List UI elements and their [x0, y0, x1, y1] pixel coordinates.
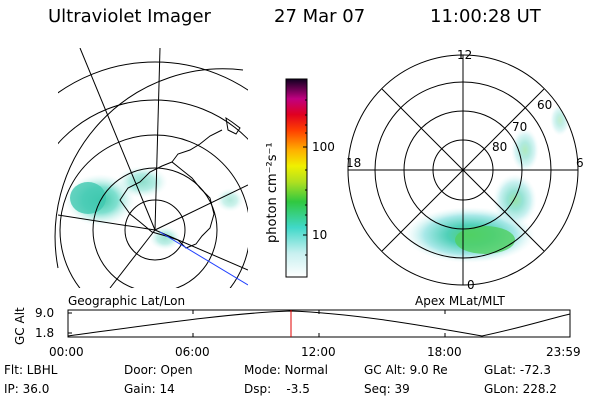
aurora-patch-south: [149, 226, 181, 250]
footer-flt: Flt: LBHL: [4, 363, 58, 377]
aurora-oval-morning: [511, 128, 539, 172]
colorbar: [285, 78, 308, 278]
right-panel-caption: Apex MLat/MLT: [415, 294, 505, 308]
aurora-patch-center: [116, 166, 168, 198]
colorbar-tick-100: 100: [312, 140, 335, 154]
footer-seq: Seq: 39: [364, 382, 410, 396]
mlt-label-12: 12: [457, 48, 473, 62]
mlat-label-60: 60: [537, 98, 553, 112]
footer-glat: GLat: -72.3: [484, 363, 551, 377]
nadir-track: [159, 231, 248, 286]
mlat-mlt-polar-plot: [347, 54, 579, 286]
gc-alt-ylabel: GC Alt: [13, 307, 27, 345]
antarctic-peninsula: [171, 129, 223, 163]
antarctica-coastline: [119, 161, 215, 249]
footer-gain: Gain: 14: [124, 382, 175, 396]
gc-alt-xtick-1200: 12:00: [301, 345, 336, 359]
mlat-label-80: 80: [492, 140, 508, 154]
colorbar-unit-label: photon cm⁻²s⁻¹: [265, 142, 280, 243]
gc-alt-xtick-1800: 18:00: [427, 345, 462, 359]
gc-alt-ytick-9: 9.0: [35, 306, 55, 320]
gc-alt-curve: [67, 310, 571, 337]
aurora-core-west: [70, 182, 106, 214]
date-label: 27 Mar 07: [274, 6, 366, 27]
gc-alt-xtick-0000: 00:00: [49, 345, 84, 359]
instrument-title: Ultraviolet Imager: [48, 6, 211, 27]
footer-dsp: Dsp: -3.5: [244, 382, 310, 396]
footer-mode: Mode: Normal: [244, 363, 328, 377]
mlt-label-0: 0: [467, 278, 475, 292]
south-america-tip: [225, 116, 241, 135]
gc-alt-ytick-1-8: 1.8: [35, 326, 55, 340]
footer-door: Door: Open: [124, 363, 193, 377]
left-panel-caption: Geographic Lat/Lon: [68, 294, 186, 308]
colorbar-tick-10: 10: [312, 228, 328, 242]
aurora-patch-east: [216, 188, 244, 212]
footer-gc-alt: GC Alt: 9.0 Re: [364, 363, 448, 377]
mlat-label-70: 70: [512, 120, 528, 134]
mlt-label-6: 6: [576, 156, 584, 170]
geo-grid: [58, 48, 248, 288]
gc-alt-plot: [67, 309, 571, 338]
time-label: 11:00:28 UT: [430, 6, 541, 27]
gc-alt-xtick-2359: 23:59: [546, 345, 581, 359]
aurora-oval-dusk: [493, 174, 537, 226]
gc-alt-xtick-0600: 06:00: [175, 345, 210, 359]
mlt-label-18: 18: [346, 156, 362, 170]
aurora-oval-core: [455, 226, 515, 254]
footer-glon: GLon: 228.2: [484, 382, 557, 396]
footer-ip: IP: 36.0: [4, 382, 50, 396]
